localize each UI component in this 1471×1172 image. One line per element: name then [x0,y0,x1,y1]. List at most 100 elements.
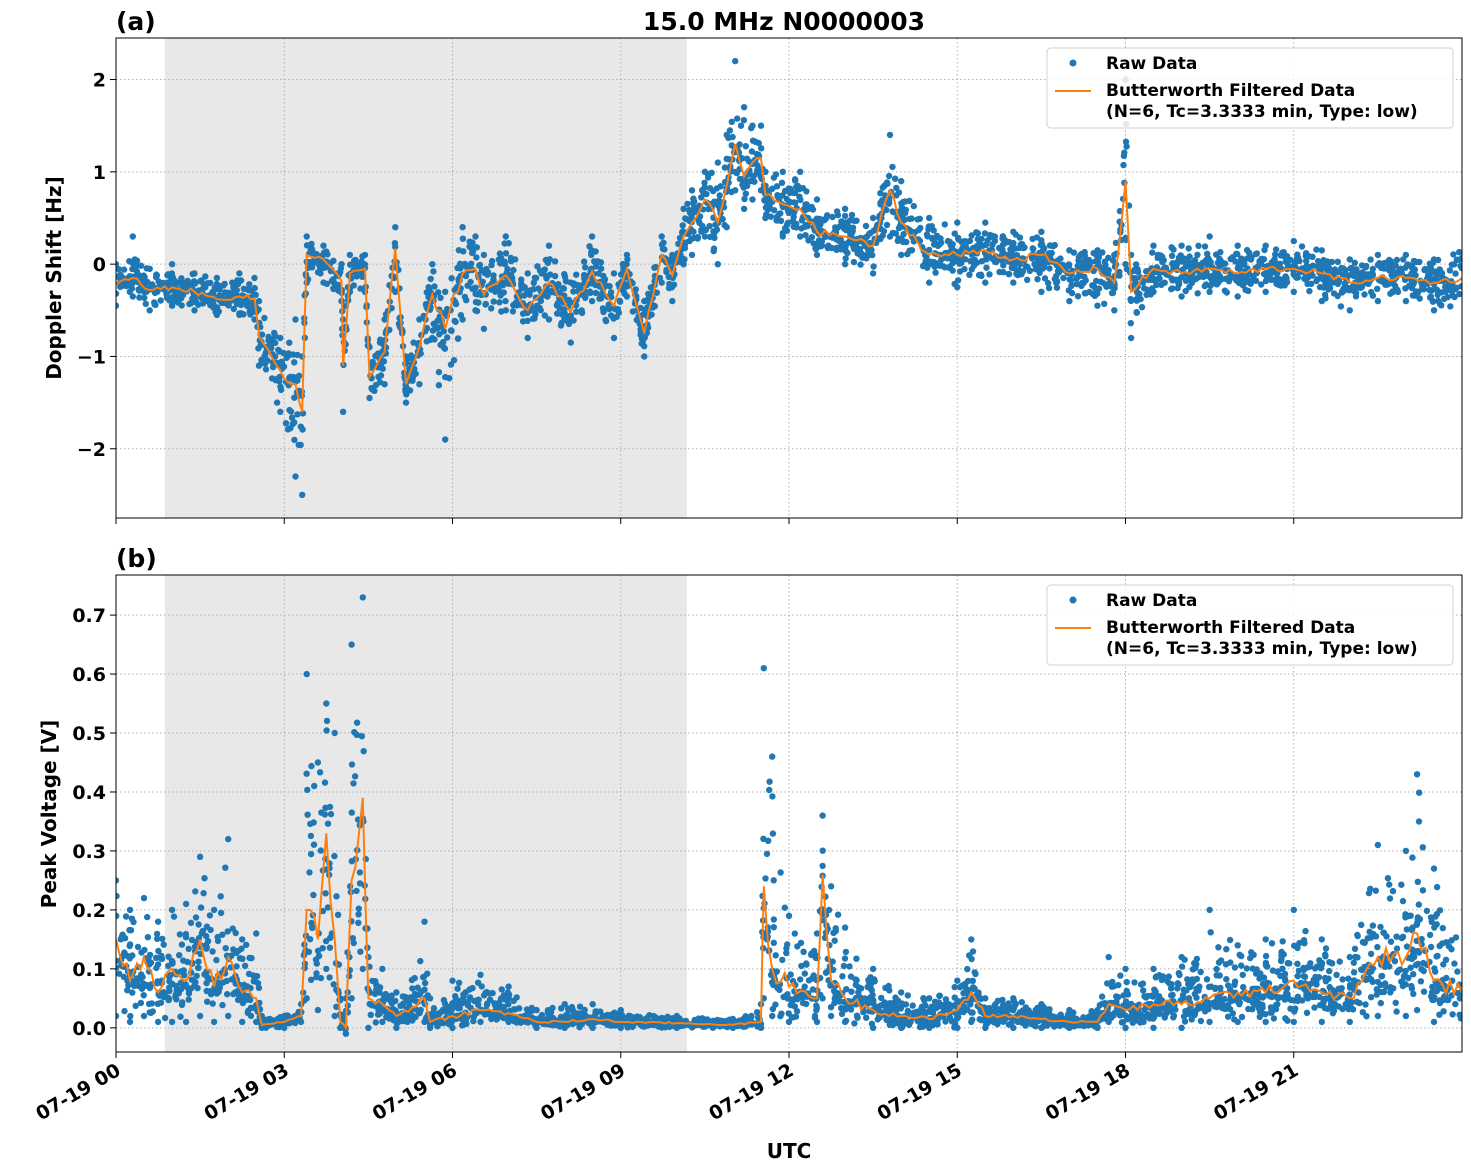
raw-data-point [565,320,573,328]
raw-data-point [851,217,858,224]
raw-data-point [338,261,345,268]
raw-data-point [232,929,239,937]
raw-data-point [121,1007,128,1015]
raw-data-point [1253,250,1261,257]
raw-data-point [849,224,857,231]
raw-data-point [505,240,512,247]
raw-data-point [1337,303,1345,310]
raw-data-point [269,363,277,371]
raw-data-point [1085,1013,1092,1021]
raw-data-point [884,1005,891,1012]
raw-data-point [592,248,599,255]
raw-data-point [772,171,780,178]
raw-data-point [327,810,335,818]
raw-data-point [836,998,843,1005]
raw-data-point [187,919,195,926]
raw-data-point [1138,304,1146,311]
raw-data-point [1065,262,1073,270]
raw-data-point [649,304,656,311]
raw-data-point [908,215,915,222]
raw-data-point [787,971,794,978]
raw-data-point [153,272,161,279]
raw-data-point [541,266,548,273]
raw-data-point [1028,255,1036,262]
raw-data-point [871,978,878,985]
raw-data-point [437,294,444,301]
raw-data-point [1086,261,1093,269]
raw-data-point [411,990,419,998]
raw-data-point [234,996,242,1003]
raw-data-point [146,951,154,959]
raw-data-point [600,308,607,316]
raw-data-point [165,996,172,1004]
raw-data-point [160,941,167,948]
raw-data-point [434,1022,441,1029]
raw-data-point [348,809,355,816]
raw-data-point [1452,270,1459,277]
raw-data-point [292,378,299,385]
raw-data-point [869,214,877,222]
raw-data-point [397,1002,404,1009]
raw-data-point [196,1012,204,1020]
raw-data-point [492,1002,499,1009]
raw-data-point [239,936,246,943]
raw-data-point [1000,262,1007,269]
raw-data-point [1313,246,1320,253]
raw-data-point [915,226,922,234]
raw-data-point [1178,242,1185,249]
raw-data-point [967,1001,974,1008]
raw-data-point [578,307,585,314]
raw-data-point [334,911,342,918]
raw-data-point [181,972,188,979]
raw-data-point [964,965,971,973]
raw-data-point [1195,242,1202,249]
raw-data-point [1456,290,1462,298]
raw-data-point [1298,243,1306,250]
raw-data-point [547,271,554,278]
raw-data-point [423,324,431,332]
raw-data-point [357,948,364,955]
raw-data-point [659,245,667,253]
raw-data-point [528,1008,535,1015]
raw-data-point [670,281,678,288]
raw-data-point [822,969,830,976]
raw-data-point [1120,161,1127,169]
raw-data-point [899,1000,906,1007]
raw-data-point [749,137,757,144]
raw-data-point [353,887,360,895]
raw-data-point [906,197,913,205]
raw-data-point [209,948,216,955]
raw-data-point [684,200,691,208]
raw-data-point [592,263,600,270]
raw-data-point [749,196,756,203]
raw-data-point [276,373,283,381]
raw-data-point [863,1014,870,1021]
raw-data-point [968,232,975,239]
raw-data-point [1302,272,1310,279]
raw-data-point [886,233,894,240]
raw-data-point [303,995,310,1002]
raw-data-point [926,214,933,222]
raw-data-point [1127,320,1135,327]
chart-title: 15.0 MHz N0000003 [643,7,925,36]
raw-data-point [537,297,545,305]
raw-data-point [426,995,434,1002]
raw-data-point [1272,246,1280,253]
raw-data-point [774,217,781,224]
raw-data-point [520,283,527,291]
raw-data-point [781,904,788,911]
raw-data-point [983,264,990,271]
raw-data-point [1149,249,1156,256]
raw-data-point [1227,255,1234,263]
raw-data-point [326,803,334,811]
raw-data-point [1368,288,1375,296]
raw-data-point [819,847,826,854]
raw-data-point [169,960,176,967]
raw-data-point [435,289,442,296]
raw-data-point [1077,272,1084,279]
raw-data-point [393,1016,400,1023]
raw-data-point [330,285,337,293]
raw-data-point [459,235,467,242]
raw-data-point [869,965,877,973]
raw-data-point [556,304,563,312]
